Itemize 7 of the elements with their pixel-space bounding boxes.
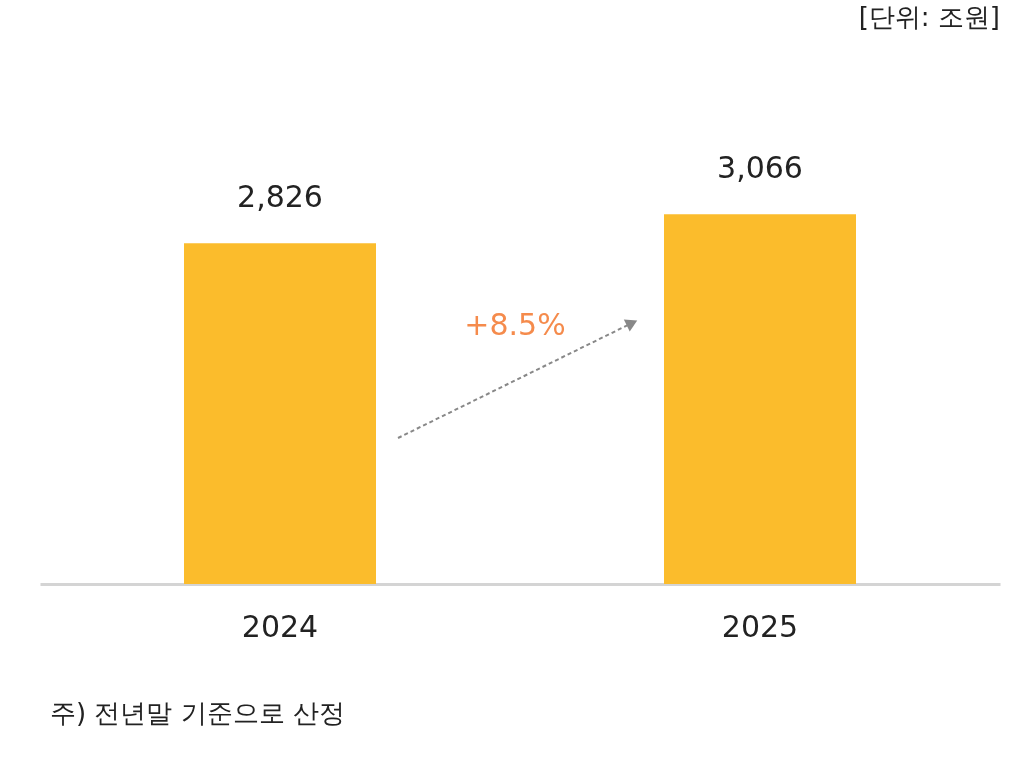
data-label: 2,826 (237, 179, 323, 215)
text: [단위: 조원] (858, 2, 1000, 32)
x-tick-label: 2024 (241, 608, 319, 644)
x-tick-label: 2025 (721, 608, 799, 644)
annotation: +8.5% (464, 307, 566, 342)
data-label: 3,066 (717, 150, 803, 186)
text: 주) 전년말 기준으로 산정 (50, 698, 345, 728)
